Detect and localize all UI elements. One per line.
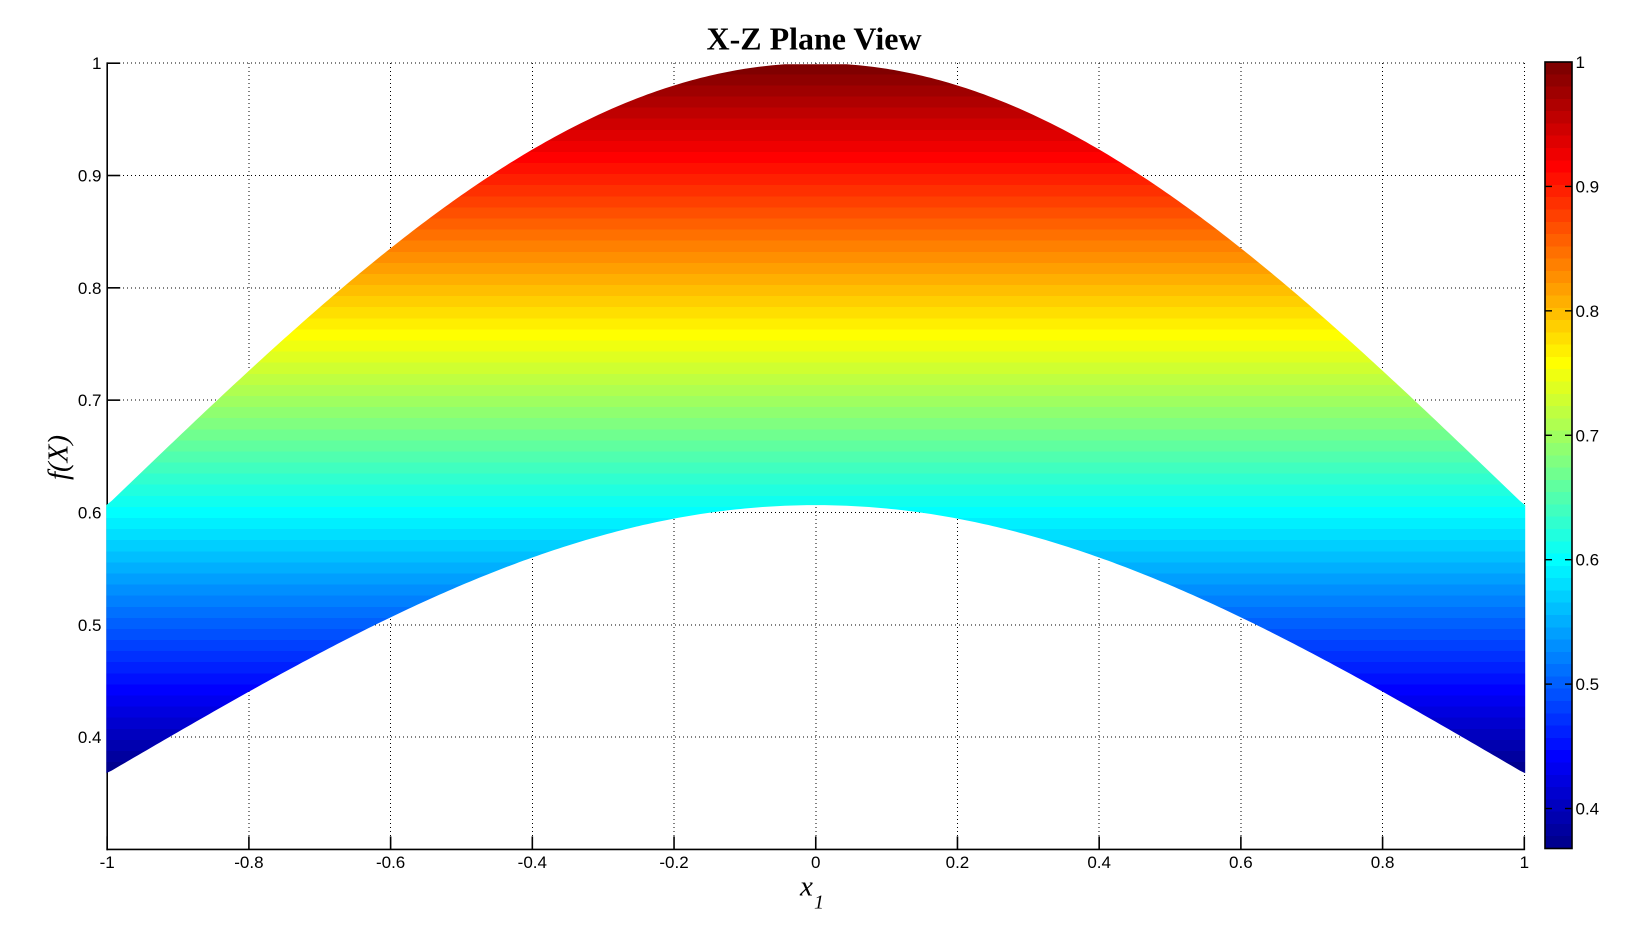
svg-text:0.4: 0.4 [1087,853,1111,872]
svg-text:0.8: 0.8 [1371,853,1395,872]
svg-text:1: 1 [1520,853,1529,872]
svg-text:0: 0 [811,853,820,872]
svg-text:0.7: 0.7 [78,391,102,410]
svg-text:0.5: 0.5 [1576,675,1600,694]
svg-text:0.6: 0.6 [78,503,102,522]
svg-text:-1: -1 [100,853,115,872]
svg-text:0.6: 0.6 [1576,551,1600,570]
svg-text:1: 1 [92,54,101,73]
svg-text:0.2: 0.2 [946,853,970,872]
svg-text:-0.4: -0.4 [518,853,547,872]
svg-text:0.7: 0.7 [1576,426,1600,445]
svg-text:0.4: 0.4 [1576,800,1600,819]
svg-text:X-Z Plane View: X-Z Plane View [706,21,921,57]
svg-text:1: 1 [1576,53,1585,72]
svg-text:0.9: 0.9 [1576,177,1600,196]
svg-text:x: x [799,871,813,903]
svg-text:1: 1 [814,892,824,914]
svg-text:0.5: 0.5 [78,616,102,635]
svg-text:-0.6: -0.6 [376,853,405,872]
svg-text:0.4: 0.4 [78,728,102,747]
svg-text:0.8: 0.8 [78,279,102,298]
svg-text:-0.8: -0.8 [234,853,263,872]
svg-text:0.8: 0.8 [1576,302,1600,321]
svg-text:0.6: 0.6 [1229,853,1253,872]
svg-text:f(X): f(X) [43,435,75,480]
svg-text:-0.2: -0.2 [659,853,688,872]
svg-text:0.9: 0.9 [78,167,102,186]
